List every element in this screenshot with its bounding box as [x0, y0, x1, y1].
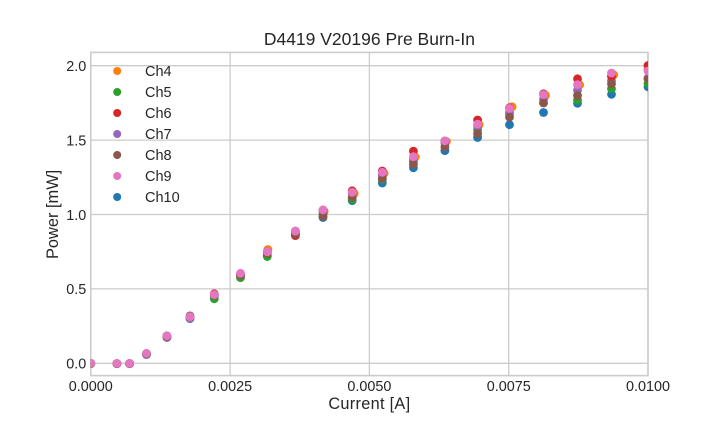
svg-text:Ch10: Ch10 [145, 190, 180, 206]
svg-text:0.0075: 0.0075 [487, 379, 531, 395]
svg-text:Current [A]: Current [A] [328, 395, 410, 413]
svg-text:0.0100: 0.0100 [626, 379, 670, 395]
svg-text:0.0000: 0.0000 [69, 379, 113, 395]
svg-text:Ch5: Ch5 [145, 85, 172, 101]
svg-text:1.0: 1.0 [66, 208, 86, 224]
svg-text:Ch8: Ch8 [145, 148, 172, 164]
svg-text:D4419 V20196 Pre Burn-In: D4419 V20196 Pre Burn-In [264, 29, 475, 49]
svg-text:2.0: 2.0 [66, 59, 86, 75]
svg-text:0.5: 0.5 [66, 282, 86, 298]
svg-text:Ch4: Ch4 [145, 64, 172, 80]
svg-text:Ch7: Ch7 [145, 127, 172, 143]
svg-text:0.0025: 0.0025 [208, 379, 252, 395]
svg-text:0.0050: 0.0050 [347, 379, 391, 395]
svg-text:Power [mW]: Power [mW] [44, 170, 62, 259]
svg-text:1.5: 1.5 [66, 133, 86, 149]
svg-text:0.0: 0.0 [66, 357, 86, 373]
svg-text:Ch6: Ch6 [145, 106, 172, 122]
svg-text:Ch9: Ch9 [145, 169, 172, 185]
